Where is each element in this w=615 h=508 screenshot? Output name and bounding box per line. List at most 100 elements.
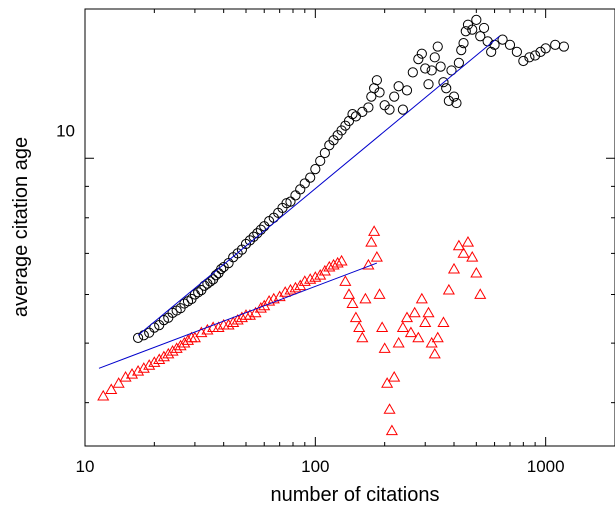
circle-point xyxy=(550,39,561,50)
circle-point xyxy=(182,296,194,307)
triangle-point xyxy=(166,345,179,356)
circle-point xyxy=(497,34,508,45)
triangle-point xyxy=(412,331,425,343)
triangle-point xyxy=(227,316,240,328)
triangle-point xyxy=(263,295,276,306)
triangle-point xyxy=(105,383,118,395)
triangle-point xyxy=(381,377,394,388)
circle-point xyxy=(432,41,443,52)
triangle-point xyxy=(195,326,208,338)
triangle-point xyxy=(157,350,170,362)
triangle-point xyxy=(335,254,348,266)
triangle-point xyxy=(243,309,256,320)
circle-point xyxy=(193,287,204,298)
triangle-point xyxy=(461,235,475,247)
triangle-point xyxy=(170,342,183,353)
triangle-point xyxy=(442,283,455,295)
triangle-point xyxy=(162,347,175,359)
triangle-point xyxy=(318,264,331,276)
triangle-point xyxy=(466,251,479,262)
triangle-point xyxy=(362,258,375,270)
triangle-point xyxy=(474,288,487,299)
circle-point xyxy=(429,52,440,63)
x-tick-label: 100 xyxy=(301,457,329,476)
y-tick-label: 10 xyxy=(56,121,75,140)
circle-point xyxy=(315,155,326,167)
triangle-point xyxy=(174,339,187,351)
triangle-point xyxy=(331,256,344,268)
triangle-point xyxy=(97,389,110,401)
circle-point xyxy=(132,332,144,343)
circle-point xyxy=(357,106,368,117)
circle-point xyxy=(244,235,256,246)
triangle-point xyxy=(353,321,366,332)
circle-point xyxy=(371,75,382,86)
triangle-point xyxy=(112,377,125,388)
triangle-point xyxy=(452,239,465,251)
circle-point xyxy=(518,55,529,67)
triangle-point xyxy=(383,403,396,414)
triangle-point xyxy=(235,311,248,323)
circle-point xyxy=(448,91,460,102)
triangle-point xyxy=(356,331,369,343)
triangle-point xyxy=(404,326,417,338)
circle-point xyxy=(363,102,374,113)
circle-point xyxy=(511,46,522,57)
circle-point xyxy=(384,104,395,115)
circle-point xyxy=(138,330,149,341)
circle-point xyxy=(290,190,301,201)
axis-ticks: 10 100 1000 10 xyxy=(56,9,615,476)
triangle-point xyxy=(212,321,225,332)
triangle-point xyxy=(457,247,470,258)
triangle-point xyxy=(370,251,383,262)
circle-point xyxy=(486,46,497,57)
triangle-point xyxy=(396,321,409,332)
triangle-point xyxy=(125,368,139,379)
circle-point xyxy=(350,111,361,122)
triangle-point xyxy=(415,292,428,304)
circle-point xyxy=(460,26,471,37)
circle-point xyxy=(401,85,413,96)
triangle-point xyxy=(309,271,322,282)
triangle-point xyxy=(284,283,297,295)
triangle-point xyxy=(298,275,311,286)
triangle-point xyxy=(437,316,450,328)
circle-point xyxy=(530,50,541,61)
triangle-point xyxy=(201,323,214,335)
x-tick-label: 1000 xyxy=(527,457,565,476)
triangle-point xyxy=(153,353,166,365)
plot-frame xyxy=(84,8,615,447)
triangle-point xyxy=(289,281,302,293)
circle-point xyxy=(248,231,259,242)
triangle-point xyxy=(419,316,432,328)
circle-point xyxy=(420,63,431,74)
triangle-point xyxy=(178,336,191,348)
circle-point xyxy=(240,238,252,250)
triangle-point xyxy=(349,311,362,323)
triangle-point xyxy=(137,362,150,373)
triangle-point xyxy=(470,266,483,278)
triangle-point xyxy=(365,235,378,247)
circle-point xyxy=(478,22,490,34)
circle-point xyxy=(305,172,316,183)
circle-point xyxy=(295,184,306,195)
triangle-point xyxy=(323,260,336,272)
triangle-point xyxy=(368,225,381,236)
circle-point xyxy=(423,79,434,90)
triangle-point xyxy=(342,288,356,299)
circle-point xyxy=(471,14,482,25)
circle-point xyxy=(458,37,469,49)
circle-point xyxy=(456,45,467,56)
triangle-point xyxy=(267,292,280,304)
plot-marks xyxy=(97,14,570,436)
triangle-point xyxy=(143,359,156,370)
circle-point xyxy=(413,54,424,65)
triangle-point xyxy=(132,365,145,376)
circle-point xyxy=(416,48,427,59)
circle-point xyxy=(435,61,446,72)
triangle-point xyxy=(359,292,372,304)
triangle-point xyxy=(385,424,398,436)
circle-point xyxy=(535,46,546,57)
circle-point xyxy=(319,147,330,159)
